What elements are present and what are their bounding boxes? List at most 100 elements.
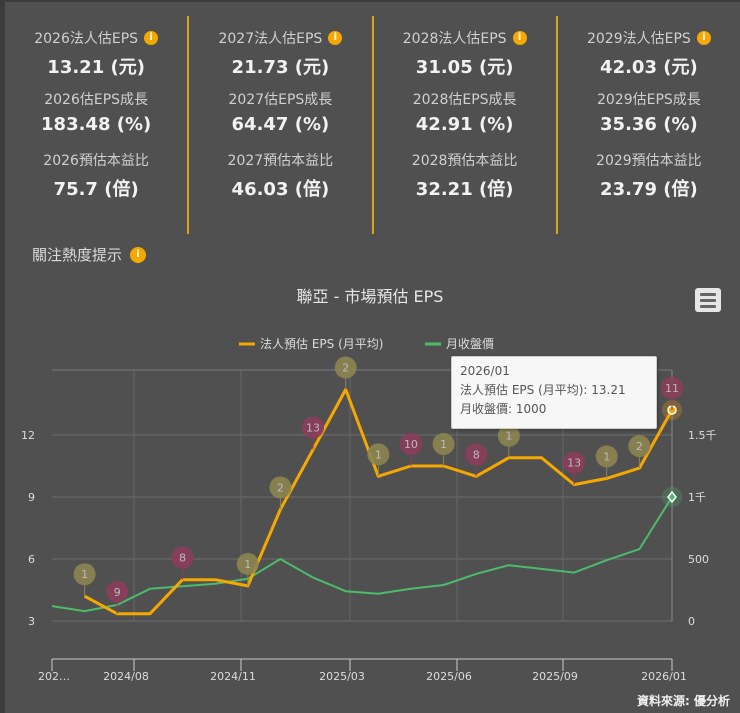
price-hover-point bbox=[667, 490, 677, 504]
x-tick-label: 2024/11 bbox=[210, 670, 256, 683]
pe-label: 2027預估本益比 bbox=[227, 153, 334, 169]
tooltip-eps: 法人預估 EPS (月平均): 13.21 bbox=[460, 383, 626, 397]
flag-count: 1 bbox=[81, 568, 88, 581]
growth-label: 2029估EPS成長 bbox=[596, 92, 701, 108]
flag-count: 1 bbox=[440, 438, 447, 451]
info-icon[interactable]: i bbox=[512, 31, 527, 45]
x-tick-label: 2026/01 bbox=[641, 670, 687, 683]
flag-marker bbox=[302, 416, 325, 439]
x-tick-label: 2024/08 bbox=[103, 670, 149, 683]
growth-label: 2027估EPS成長 bbox=[228, 92, 333, 108]
eps-card-2026: 2026法人估EPS i 13.21 (元) 2026估EPS成長 183.48 … bbox=[5, 16, 190, 234]
flag-count: 2 bbox=[342, 362, 349, 375]
eps-label-text: 2027法人估EPS bbox=[218, 31, 323, 47]
y-right-tick-label: 1千 bbox=[688, 491, 706, 504]
eps-label: 2026法人估EPS i bbox=[34, 28, 159, 48]
flag-marker bbox=[465, 443, 488, 466]
flag-count: 1 bbox=[244, 558, 251, 571]
flag-marker bbox=[367, 443, 390, 466]
flag-marker bbox=[106, 580, 129, 603]
pe-value: 23.79 (倍) bbox=[600, 179, 698, 200]
y-right-tick-label: 1.5千 bbox=[688, 429, 717, 442]
info-icon[interactable]: i bbox=[130, 246, 147, 263]
eps-value: 21.73 (元) bbox=[231, 57, 330, 78]
eps-summary-cards: 2026法人估EPS i 13.21 (元) 2026估EPS成長 183.48 … bbox=[5, 16, 740, 234]
chart-tooltip: 2026/01 法人預估 EPS (月平均): 13.21 月收盤價: 1000 bbox=[451, 356, 657, 429]
info-icon[interactable]: i bbox=[144, 31, 159, 45]
tooltip-title: 2026/01 bbox=[460, 364, 510, 378]
growth-value: 35.36 (%) bbox=[600, 114, 698, 135]
flag-marker bbox=[269, 476, 292, 499]
growth-value: 42.91 (%) bbox=[415, 114, 514, 135]
chart-menu-button[interactable] bbox=[695, 288, 721, 312]
flag-count: 11 bbox=[665, 382, 679, 395]
pe-value: 32.21 (倍) bbox=[415, 179, 514, 200]
y-left-tick-label: 3 bbox=[28, 615, 35, 628]
eps-label: 2027法人估EPS i bbox=[218, 28, 343, 48]
tooltip-price: 月收盤價: 1000 bbox=[460, 402, 547, 416]
left-border bbox=[0, 0, 5, 713]
x-tick-label: 2025/09 bbox=[532, 670, 578, 683]
price-line bbox=[51, 496, 673, 613]
eps-value: 13.21 (元) bbox=[47, 57, 145, 78]
flag-count: 8 bbox=[179, 552, 186, 565]
pe-label: 2028預估本益比 bbox=[411, 153, 518, 169]
flag-count: 13 bbox=[567, 457, 581, 470]
eps-card-2027: 2027法人估EPS i 21.73 (元) 2027估EPS成長 64.47 (… bbox=[189, 16, 374, 234]
growth-label: 2026估EPS成長 bbox=[44, 92, 149, 108]
legend-eps-label[interactable]: 法人預估 EPS (月平均) bbox=[260, 337, 383, 351]
flag-count: 1 bbox=[505, 430, 512, 443]
flag-marker bbox=[628, 435, 651, 458]
pe-label: 2029預估本益比 bbox=[596, 153, 702, 169]
flag-marker bbox=[236, 552, 259, 575]
flag-count: 2 bbox=[277, 481, 284, 494]
growth-label: 2028估EPS成長 bbox=[412, 92, 517, 108]
growth-value: 183.48 (%) bbox=[41, 114, 152, 135]
flag-count: 2 bbox=[636, 440, 643, 453]
flag-marker bbox=[497, 424, 520, 447]
info-icon[interactable]: i bbox=[328, 31, 343, 45]
flag-count: 10 bbox=[404, 438, 418, 451]
x-tick-label: 2025/06 bbox=[426, 670, 472, 683]
heat-label: 關注熱度提示 bbox=[32, 246, 123, 264]
y-right-tick-label: 500 bbox=[688, 553, 709, 566]
attention-heat-hint: 關注熱度提示 i bbox=[32, 244, 147, 265]
flag-count: 1 bbox=[375, 448, 382, 461]
flag-count: 13 bbox=[306, 421, 320, 434]
pe-value: 75.7 (倍) bbox=[53, 179, 139, 200]
y-right-tick-label: 0 bbox=[688, 615, 695, 628]
chart-title: 聯亞 - 市場預估 EPS bbox=[297, 287, 444, 306]
eps-label-text: 2029法人估EPS bbox=[586, 31, 691, 47]
flag-marker bbox=[399, 433, 422, 455]
flag-marker bbox=[432, 433, 455, 455]
growth-value: 64.47 (%) bbox=[231, 114, 330, 135]
eps-label: 2028法人估EPS i bbox=[403, 28, 527, 48]
flag-marker bbox=[563, 451, 586, 474]
flag-marker bbox=[334, 356, 357, 379]
eps-label: 2029法人估EPS i bbox=[587, 28, 711, 48]
data-source: 資料來源: 優分析 bbox=[637, 694, 730, 708]
flag-count: 8 bbox=[473, 448, 480, 461]
eps-label-text: 2026法人估EPS bbox=[34, 31, 139, 47]
legend-price-label[interactable]: 月收盤價 bbox=[446, 337, 494, 351]
flag-marker bbox=[171, 546, 194, 569]
eps-card-2029: 2029法人估EPS i 42.03 (元) 2029估EPS成長 35.36 (… bbox=[558, 16, 740, 234]
pe-label: 2026預估本益比 bbox=[43, 153, 149, 169]
x-tick-label: 202… bbox=[38, 670, 70, 683]
y-left-tick-label: 6 bbox=[28, 553, 35, 566]
flag-count: 1 bbox=[603, 450, 610, 463]
eps-value: 31.05 (元) bbox=[415, 57, 514, 78]
top-border bbox=[0, 0, 740, 2]
pe-value: 46.03 (倍) bbox=[231, 179, 330, 200]
flag-marker bbox=[661, 376, 683, 399]
info-icon[interactable]: i bbox=[696, 31, 711, 45]
y-left-tick-label: 9 bbox=[28, 491, 35, 504]
y-left-tick-label: 12 bbox=[21, 429, 35, 442]
x-tick-label: 2025/03 bbox=[319, 670, 365, 683]
flag-marker bbox=[73, 563, 96, 586]
flag-count: 9 bbox=[114, 586, 121, 599]
flag-marker bbox=[595, 445, 618, 468]
eps-value: 42.03 (元) bbox=[600, 57, 698, 78]
eps-label-text: 2028法人估EPS bbox=[402, 31, 507, 47]
